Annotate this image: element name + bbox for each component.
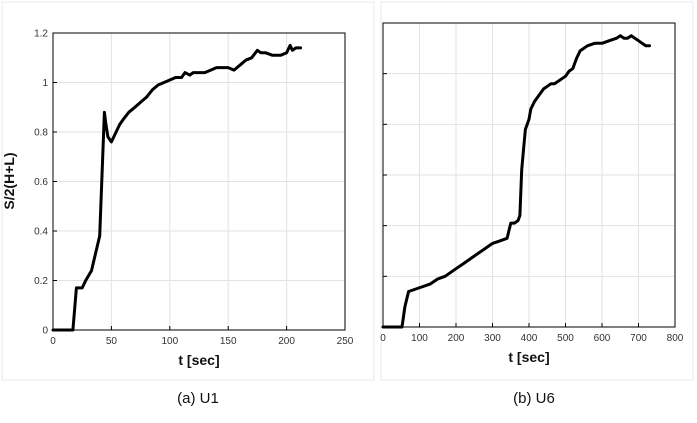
y-tick-label: 1.2 xyxy=(34,29,48,40)
x-tick-label: 100 xyxy=(161,336,178,347)
x-tick-label: 500 xyxy=(557,333,574,344)
y-tick-label: 0.6 xyxy=(34,177,48,188)
x-tick-label: 600 xyxy=(594,333,611,344)
panel-b-series-line xyxy=(381,34,651,329)
y-tick-label: 0.2 xyxy=(34,276,48,287)
x-tick-label: 700 xyxy=(630,333,647,344)
panel-b-xlabel: t [sec] xyxy=(508,349,549,365)
chart-panel-a: 0 50 100 150 200 250 0 0.2 0.4 0.6 0.8 1 1.2 t [sec… xyxy=(1,1,375,407)
chart-panel-b: 0 100 200 300 400 500 600 700 800 t [sec] (b) U6 xyxy=(380,1,694,407)
y-tick-label: 0.8 xyxy=(34,128,48,139)
x-tick-label: 300 xyxy=(484,333,501,344)
x-tick-label: 0 xyxy=(50,336,56,347)
y-tick-label: 0 xyxy=(42,326,48,337)
x-tick-label: 800 xyxy=(667,333,684,344)
x-tick-label: 250 xyxy=(337,336,354,347)
x-tick-label: 200 xyxy=(278,336,295,347)
panel-b-yticks xyxy=(383,22,387,328)
y-tick-label: 1 xyxy=(42,78,48,89)
panel-a-ylabel: S/2(H+L) xyxy=(1,152,17,209)
x-tick-label: 200 xyxy=(448,333,465,344)
panel-b-xticks: 0 100 200 300 400 500 600 700 800 xyxy=(380,323,684,344)
x-tick-label: 150 xyxy=(220,336,237,347)
panel-a-background xyxy=(1,1,375,381)
panel-a-series-line xyxy=(51,43,303,332)
x-tick-label: 0 xyxy=(380,333,386,344)
panel-a-xlabel: t [sec] xyxy=(178,352,219,368)
x-tick-label: 50 xyxy=(106,336,118,347)
panel-a-xticks: 0 50 100 150 200 250 xyxy=(50,326,354,347)
x-tick-label: 400 xyxy=(521,333,538,344)
panel-a-caption: (a) U1 xyxy=(177,390,219,407)
panel-b-caption: (b) U6 xyxy=(513,390,555,407)
panel-b-background xyxy=(380,1,694,381)
x-tick-label: 100 xyxy=(411,333,428,344)
y-tick-label: 0.4 xyxy=(34,227,48,238)
